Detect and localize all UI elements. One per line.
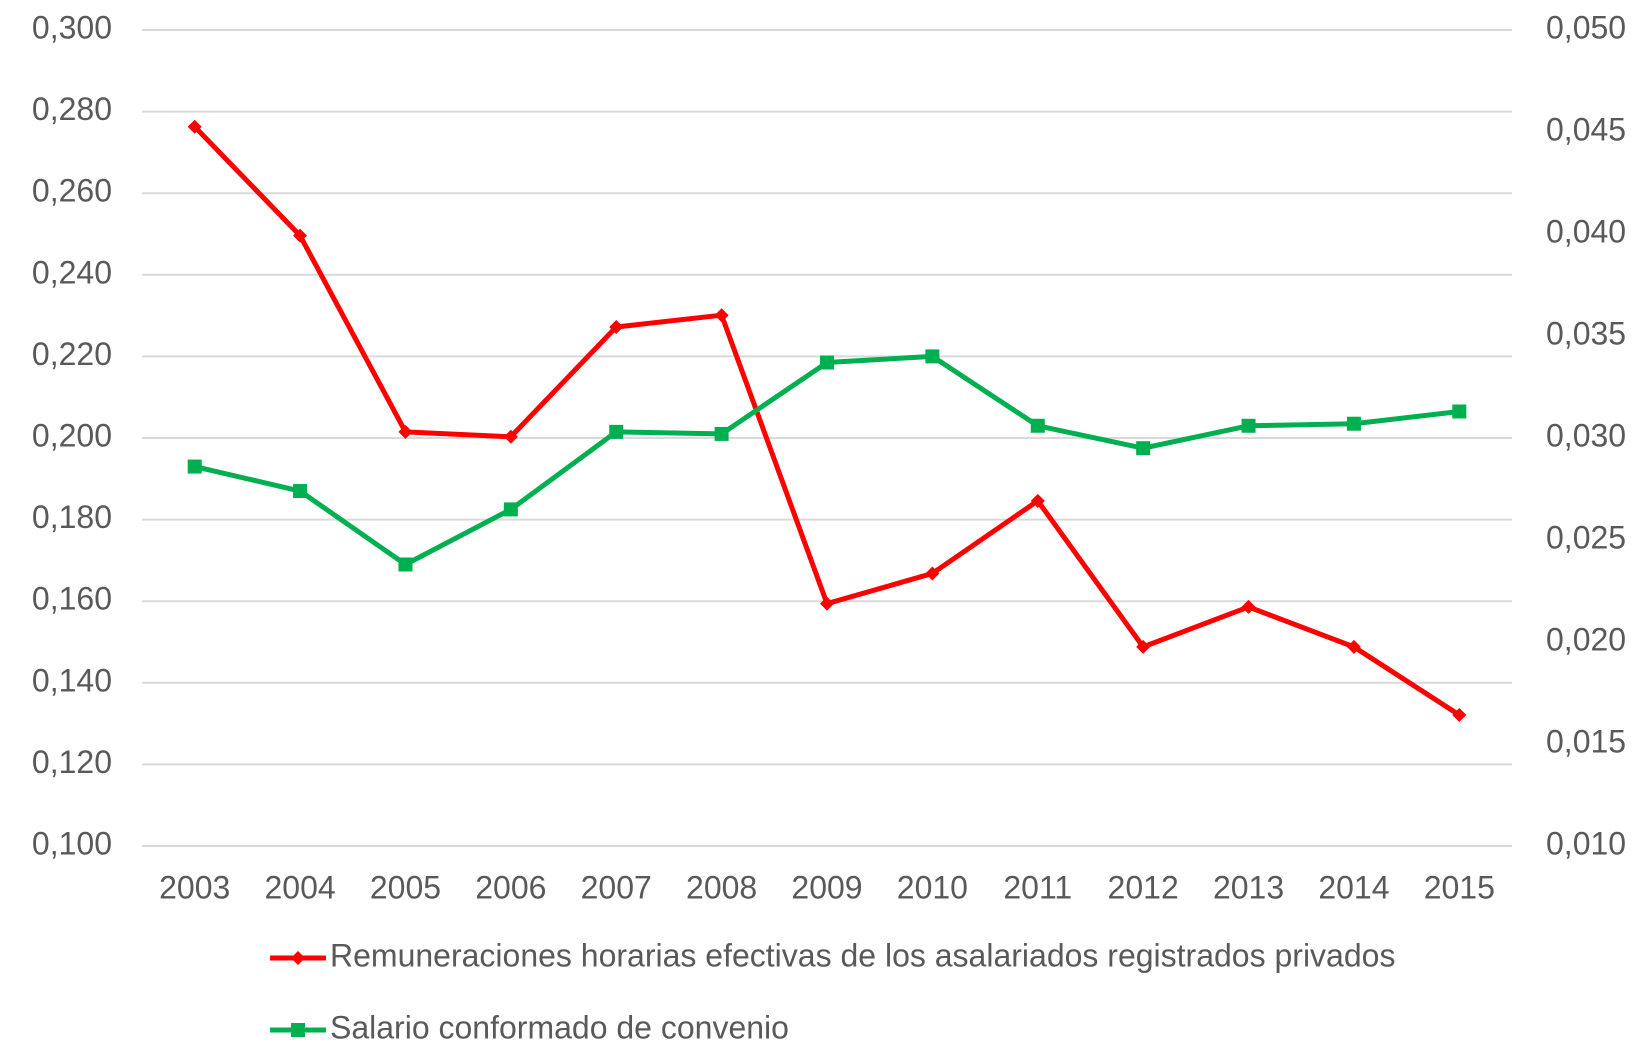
marker [1346, 639, 1361, 654]
marker [1452, 708, 1467, 723]
marker [1241, 599, 1256, 614]
marker [609, 424, 624, 439]
legend-label: Remuneraciones horarias efectivas de los… [330, 937, 1395, 973]
y2-tick-label: 0,040 [1546, 213, 1626, 249]
x-tick-label: 2012 [1108, 869, 1179, 905]
legend-marker [291, 951, 305, 965]
y2-tick-label: 0,035 [1546, 315, 1626, 351]
marker [714, 426, 729, 441]
y-tick-label: 0,280 [32, 91, 112, 127]
y2-tick-label: 0,030 [1546, 417, 1626, 453]
x-tick-label: 2015 [1424, 869, 1495, 905]
x-tick-label: 2004 [264, 869, 335, 905]
marker [1136, 639, 1151, 654]
marker [398, 557, 413, 572]
legend-marker [291, 1023, 305, 1037]
marker [925, 566, 940, 581]
marker [503, 429, 518, 444]
marker [1136, 441, 1151, 456]
marker [503, 502, 518, 517]
marker [187, 459, 202, 474]
marker [820, 355, 834, 370]
marker [187, 119, 202, 134]
marker [820, 596, 834, 611]
y-tick-label: 0,180 [32, 499, 112, 535]
marker [609, 320, 624, 335]
x-tick-label: 2005 [370, 869, 441, 905]
marker [714, 308, 729, 323]
y2-tick-label: 0,010 [1546, 825, 1626, 861]
y2-tick-label: 0,015 [1546, 723, 1626, 759]
y2-tick-label: 0,020 [1546, 621, 1626, 657]
x-tick-label: 2008 [686, 869, 757, 905]
x-tick-label: 2007 [581, 869, 652, 905]
marker [293, 484, 308, 499]
y-tick-label: 0,140 [32, 662, 112, 698]
y-tick-label: 0,260 [32, 173, 112, 209]
marker [1346, 416, 1361, 431]
y-tick-label: 0,240 [32, 254, 112, 290]
y2-tick-label: 0,025 [1546, 519, 1626, 555]
y-tick-label: 0,200 [32, 417, 112, 453]
x-tick-label: 2006 [475, 869, 546, 905]
x-tick-label: 2013 [1213, 869, 1284, 905]
x-tick-label: 2003 [159, 869, 230, 905]
marker [1452, 404, 1467, 419]
y-tick-label: 0,160 [32, 581, 112, 617]
marker [398, 424, 413, 439]
x-tick-label: 2009 [791, 869, 862, 905]
y-tick-label: 0,300 [32, 9, 112, 45]
marker [1241, 418, 1256, 433]
y-tick-label: 0,120 [32, 744, 112, 780]
y2-tick-label: 0,050 [1546, 9, 1626, 45]
marker [1030, 418, 1045, 433]
legend-label: Salario conformado de convenio [330, 1009, 789, 1045]
x-tick-label: 2010 [897, 869, 968, 905]
x-tick-label: 2011 [1003, 869, 1072, 905]
marker [1030, 493, 1045, 508]
marker [925, 349, 940, 364]
series-line [192, 124, 1461, 718]
y2-tick-label: 0,045 [1546, 111, 1626, 147]
y-tick-label: 0,100 [32, 825, 112, 861]
y-tick-label: 0,220 [32, 336, 112, 372]
x-tick-label: 2014 [1318, 869, 1389, 905]
marker [293, 228, 308, 243]
